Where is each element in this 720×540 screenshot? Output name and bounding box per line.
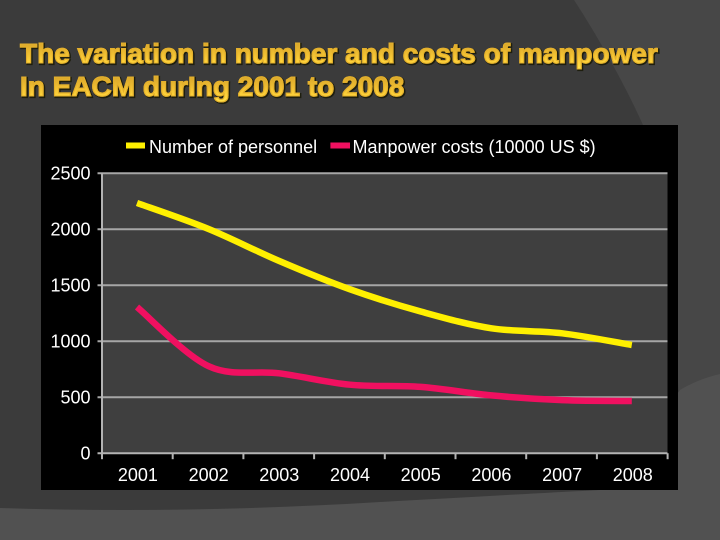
svg-text:2005: 2005 (401, 465, 441, 485)
svg-text:2008: 2008 (613, 465, 653, 485)
svg-text:2002: 2002 (189, 465, 229, 485)
svg-text:Manpower costs (10000 US $): Manpower costs (10000 US $) (353, 137, 596, 157)
svg-text:1000: 1000 (50, 332, 90, 352)
svg-text:2004: 2004 (330, 465, 370, 485)
svg-text:2003: 2003 (259, 465, 299, 485)
svg-text:2000: 2000 (50, 220, 90, 240)
svg-text:2006: 2006 (471, 465, 511, 485)
svg-text:Number of personnel: Number of personnel (149, 137, 317, 157)
svg-text:1500: 1500 (50, 276, 90, 296)
svg-text:2007: 2007 (542, 465, 582, 485)
svg-text:0: 0 (80, 444, 90, 464)
svg-text:500: 500 (60, 388, 90, 408)
svg-text:2500: 2500 (50, 164, 90, 184)
svg-text:2001: 2001 (118, 465, 158, 485)
